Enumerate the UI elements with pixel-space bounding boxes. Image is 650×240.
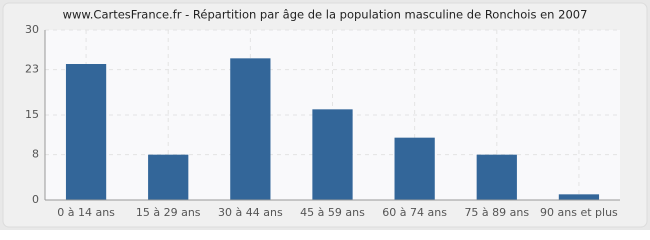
x-tick-label: 0 à 14 ans — [57, 206, 115, 219]
x-tick-label: 45 à 59 ans — [300, 206, 365, 219]
y-tick-label: 30 — [25, 23, 39, 36]
bar — [558, 194, 600, 200]
chart-title: www.CartesFrance.fr - Répartition par âg… — [63, 8, 588, 22]
bar — [148, 154, 189, 200]
bar — [312, 109, 353, 200]
y-tick-label: 23 — [25, 63, 39, 76]
bar — [394, 137, 435, 200]
y-tick-label: 15 — [25, 108, 39, 121]
y-tick-label: 8 — [32, 148, 39, 161]
y-tick-label: 0 — [32, 193, 39, 206]
bar — [476, 154, 517, 200]
bar — [65, 64, 107, 200]
x-tick-label: 60 à 74 ans — [382, 206, 447, 219]
x-tick-label: 30 à 44 ans — [218, 206, 283, 219]
x-tick-label: 75 à 89 ans — [464, 206, 529, 219]
chart: www.CartesFrance.fr - Répartition par âg… — [0, 0, 650, 230]
x-tick-label: 90 ans et plus — [540, 206, 618, 219]
bar — [230, 58, 271, 201]
x-tick-label: 15 à 29 ans — [136, 206, 201, 219]
